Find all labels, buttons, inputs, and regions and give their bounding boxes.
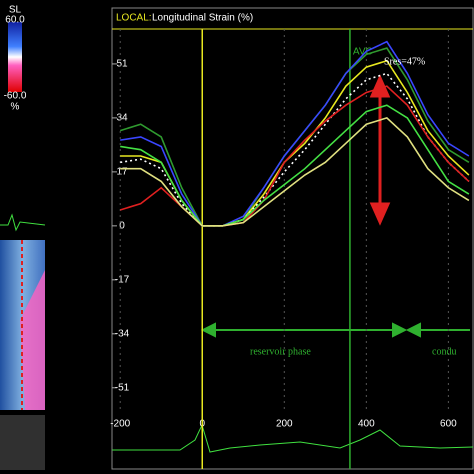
scale-max: 60.0 <box>5 15 25 26</box>
strain-curve <box>120 104 470 227</box>
annotation: condu <box>432 346 456 357</box>
y-tick-label: -17 <box>115 274 130 285</box>
strain-curve <box>120 116 470 227</box>
ecg-trace <box>112 423 474 453</box>
x-tick-label: 400 <box>358 419 375 430</box>
strain-curve <box>119 85 470 227</box>
echo-overlay <box>20 270 45 410</box>
y-tick-label: 17 <box>116 167 128 178</box>
x-tick-label: -200 <box>110 419 130 430</box>
plot-frame <box>111 7 474 470</box>
sres-arrow <box>369 74 391 226</box>
ecg-small <box>0 213 46 232</box>
x-tick-label: 200 <box>276 419 293 430</box>
scale-unit: % <box>11 102 20 113</box>
x-tick-label: 600 <box>440 419 457 430</box>
header-label: LOCAL: <box>116 13 152 24</box>
annotation: Sres=47% <box>384 56 425 67</box>
y-tick-label: -34 <box>115 328 130 339</box>
strain-curve <box>120 40 470 227</box>
strain-curve <box>120 72 470 227</box>
annotation: reservoir phase <box>250 346 311 357</box>
y-tick-label: 0 <box>119 220 125 231</box>
marker-label: AVC <box>353 47 373 58</box>
scale-min: -60.0 <box>4 91 27 102</box>
scale-name: SL <box>9 5 22 16</box>
y-tick-label: 34 <box>116 113 128 124</box>
colorbar <box>8 22 22 92</box>
chart-title: Longitudinal Strain (%) <box>152 13 253 24</box>
echo-mmode <box>0 415 45 470</box>
y-tick-label: 51 <box>116 59 128 70</box>
reservoir-arrow <box>200 322 470 338</box>
y-tick-label: -51 <box>115 382 130 393</box>
